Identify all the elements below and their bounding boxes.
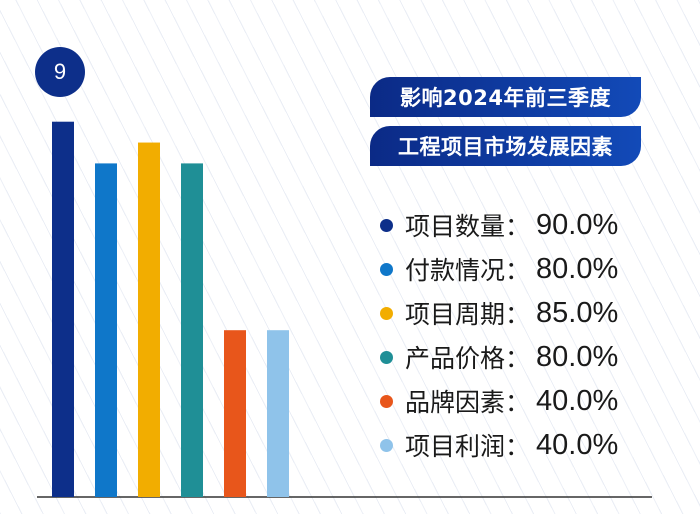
bar-2 bbox=[95, 163, 117, 497]
legend-label: 产品价格 bbox=[405, 344, 506, 373]
bars-group bbox=[52, 121, 289, 498]
legend-dot bbox=[380, 218, 393, 232]
bar-4 bbox=[181, 163, 203, 497]
legend-dot bbox=[380, 394, 393, 408]
legend-item: 产品价格： 80.0% bbox=[380, 335, 618, 379]
legend-dot bbox=[380, 438, 393, 452]
legend-item: 项目利润： 40.0% bbox=[380, 423, 618, 467]
bar-5 bbox=[224, 330, 246, 497]
legend-colon: ： bbox=[505, 256, 531, 285]
legend-value: 40.0% bbox=[536, 428, 619, 461]
legend-colon: ： bbox=[505, 432, 531, 461]
chart-title-line-1: 影响2024年前三季度 bbox=[370, 77, 641, 117]
bar-1 bbox=[52, 121, 74, 497]
legend-colon: ： bbox=[505, 212, 531, 241]
legend-dot bbox=[380, 306, 393, 320]
chart-title-line-2: 工程项目市场发展因素 bbox=[370, 126, 641, 166]
legend: 项目数量： 90.0% 付款情况： 80.0% 项目周期： 85.0% 产品价格： 80… bbox=[380, 203, 618, 467]
legend-item: 项目周期： 85.0% bbox=[380, 291, 618, 335]
legend-colon: ： bbox=[505, 300, 531, 329]
legend-item: 项目数量： 90.0% bbox=[380, 203, 618, 247]
legend-value: 80.0% bbox=[536, 340, 619, 373]
legend-value: 40.0% bbox=[536, 384, 619, 417]
legend-item: 品牌因素： 40.0% bbox=[380, 379, 618, 423]
legend-label: 项目利润 bbox=[405, 432, 506, 461]
chart-number-badge: 9 bbox=[35, 47, 85, 97]
legend-label: 品牌因素 bbox=[405, 388, 506, 417]
legend-dot bbox=[380, 350, 393, 364]
legend-colon: ： bbox=[505, 344, 531, 373]
legend-label: 付款情况 bbox=[405, 256, 506, 285]
legend-label: 项目周期 bbox=[405, 300, 506, 329]
legend-label: 项目数量 bbox=[405, 212, 506, 241]
legend-dot bbox=[380, 262, 393, 276]
bar-6 bbox=[267, 330, 289, 497]
legend-colon: ： bbox=[505, 388, 531, 417]
legend-value: 90.0% bbox=[536, 208, 619, 241]
legend-value: 85.0% bbox=[536, 296, 619, 329]
bar-3 bbox=[138, 142, 160, 498]
legend-value: 80.0% bbox=[536, 252, 619, 285]
legend-item: 付款情况： 80.0% bbox=[380, 247, 618, 291]
